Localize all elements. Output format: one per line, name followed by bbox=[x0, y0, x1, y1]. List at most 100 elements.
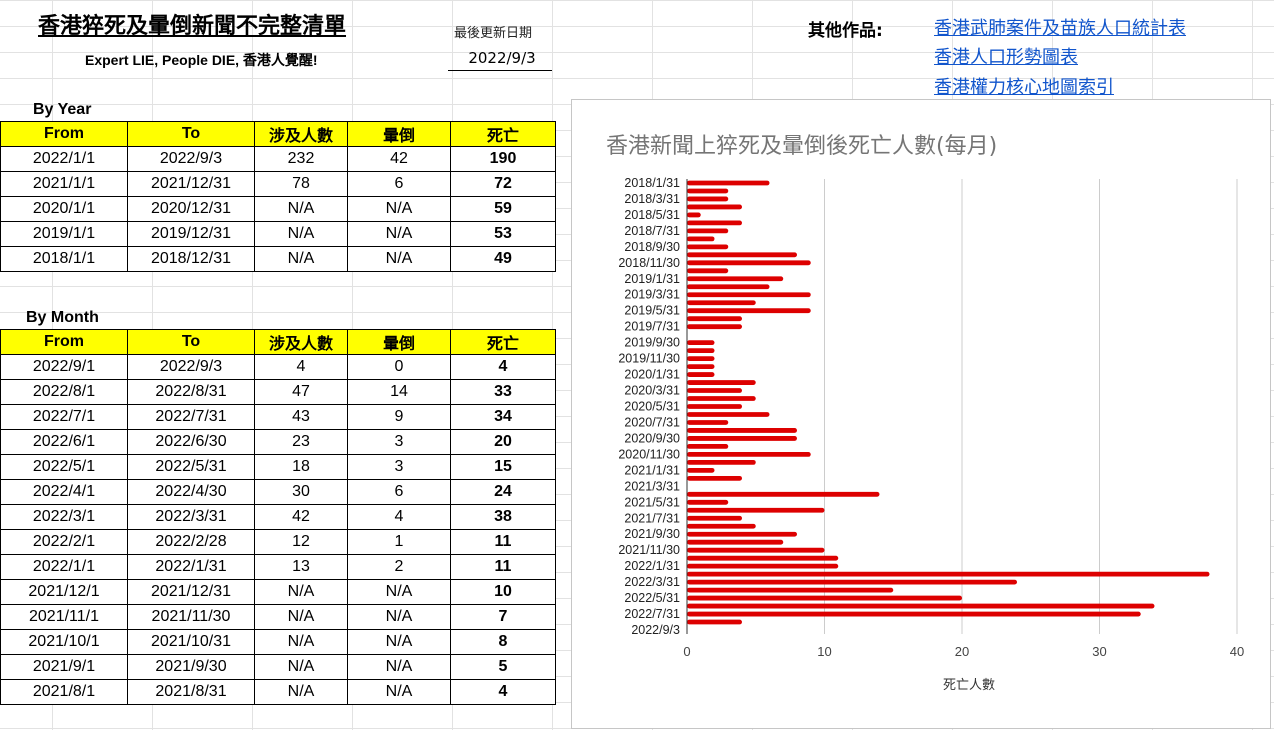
cell-deaths[interactable]: 4 bbox=[450, 679, 556, 705]
cell-from[interactable]: 2022/6/1 bbox=[0, 429, 128, 455]
cell-from[interactable]: 2022/9/1 bbox=[0, 354, 128, 380]
cell-from[interactable]: 2021/10/1 bbox=[0, 629, 128, 655]
cell-from[interactable]: 2022/3/1 bbox=[0, 504, 128, 530]
cell-to[interactable]: 2021/8/31 bbox=[127, 679, 255, 705]
cell-fainted[interactable]: 14 bbox=[347, 379, 451, 405]
cell-from[interactable]: 2022/1/1 bbox=[0, 554, 128, 580]
cell-from[interactable]: 2021/8/1 bbox=[0, 679, 128, 705]
cell-to[interactable]: 2022/3/31 bbox=[127, 504, 255, 530]
x-tick-label: 40 bbox=[1230, 644, 1244, 659]
cell-fainted[interactable]: 9 bbox=[347, 404, 451, 430]
cell-to[interactable]: 2021/12/31 bbox=[127, 579, 255, 605]
cell-to[interactable]: 2022/8/31 bbox=[127, 379, 255, 405]
cell-to[interactable]: 2021/12/31 bbox=[127, 171, 255, 197]
cell-fainted[interactable]: 2 bbox=[347, 554, 451, 580]
link-power-map[interactable]: 香港權力核心地圖索引 bbox=[934, 77, 1114, 98]
cell-involved[interactable]: N/A bbox=[254, 196, 348, 222]
cell-from[interactable]: 2021/11/1 bbox=[0, 604, 128, 630]
cell-deaths[interactable]: 190 bbox=[450, 146, 556, 172]
cell-fainted[interactable]: N/A bbox=[347, 654, 451, 680]
cell-deaths[interactable]: 53 bbox=[450, 221, 556, 247]
cell-to[interactable]: 2022/6/30 bbox=[127, 429, 255, 455]
cell-to[interactable]: 2021/9/30 bbox=[127, 654, 255, 680]
cell-deaths[interactable]: 24 bbox=[450, 479, 556, 505]
cell-involved[interactable]: 30 bbox=[254, 479, 348, 505]
cell-from[interactable]: 2022/1/1 bbox=[0, 146, 128, 172]
cell-from[interactable]: 2022/4/1 bbox=[0, 479, 128, 505]
cell-fainted[interactable]: N/A bbox=[347, 196, 451, 222]
cell-involved[interactable]: N/A bbox=[254, 604, 348, 630]
cell-deaths[interactable]: 34 bbox=[450, 404, 556, 430]
cell-fainted[interactable]: N/A bbox=[347, 604, 451, 630]
cell-to[interactable]: 2018/12/31 bbox=[127, 246, 255, 272]
cell-fainted[interactable]: 0 bbox=[347, 354, 451, 380]
cell-involved[interactable]: N/A bbox=[254, 246, 348, 272]
cell-deaths[interactable]: 5 bbox=[450, 654, 556, 680]
cell-involved[interactable]: 23 bbox=[254, 429, 348, 455]
cell-deaths[interactable]: 59 bbox=[450, 196, 556, 222]
cell-involved[interactable]: N/A bbox=[254, 629, 348, 655]
cell-to[interactable]: 2020/12/31 bbox=[127, 196, 255, 222]
cell-to[interactable]: 2019/12/31 bbox=[127, 221, 255, 247]
cell-from[interactable]: 2021/1/1 bbox=[0, 171, 128, 197]
cell-fainted[interactable]: N/A bbox=[347, 221, 451, 247]
chart-container[interactable]: 香港新聞上猝死及暈倒後死亡人數(每月) 0 10 20 30 40 2018/1/31 20… bbox=[571, 99, 1271, 729]
cell-from[interactable]: 2018/1/1 bbox=[0, 246, 128, 272]
cell-deaths[interactable]: 49 bbox=[450, 246, 556, 272]
link-case-stats[interactable]: 香港武肺案件及苗族人口統計表 bbox=[934, 18, 1186, 39]
cell-from[interactable]: 2019/1/1 bbox=[0, 221, 128, 247]
cell-involved[interactable]: 47 bbox=[254, 379, 348, 405]
cell-to[interactable]: 2022/1/31 bbox=[127, 554, 255, 580]
cell-involved[interactable]: 43 bbox=[254, 404, 348, 430]
cell-involved[interactable]: 13 bbox=[254, 554, 348, 580]
cell-deaths[interactable]: 11 bbox=[450, 554, 556, 580]
cell-fainted[interactable]: 6 bbox=[347, 171, 451, 197]
cell-to[interactable]: 2022/2/28 bbox=[127, 529, 255, 555]
cell-from[interactable]: 2022/2/1 bbox=[0, 529, 128, 555]
cell-to[interactable]: 2022/9/3 bbox=[127, 146, 255, 172]
cell-fainted[interactable]: N/A bbox=[347, 629, 451, 655]
cell-deaths[interactable]: 15 bbox=[450, 454, 556, 480]
cell-involved[interactable]: 78 bbox=[254, 171, 348, 197]
cell-deaths[interactable]: 4 bbox=[450, 354, 556, 380]
cell-from[interactable]: 2022/5/1 bbox=[0, 454, 128, 480]
cell-deaths[interactable]: 7 bbox=[450, 604, 556, 630]
cell-deaths[interactable]: 20 bbox=[450, 429, 556, 455]
cell-deaths[interactable]: 11 bbox=[450, 529, 556, 555]
cell-from[interactable]: 2021/9/1 bbox=[0, 654, 128, 680]
cell-from[interactable]: 2020/1/1 bbox=[0, 196, 128, 222]
cell-fainted[interactable]: 1 bbox=[347, 529, 451, 555]
cell-involved[interactable]: 12 bbox=[254, 529, 348, 555]
cell-deaths[interactable]: 10 bbox=[450, 579, 556, 605]
cell-fainted[interactable]: N/A bbox=[347, 246, 451, 272]
cell-involved[interactable]: 4 bbox=[254, 354, 348, 380]
cell-from[interactable]: 2022/7/1 bbox=[0, 404, 128, 430]
cell-deaths[interactable]: 33 bbox=[450, 379, 556, 405]
cell-deaths[interactable]: 38 bbox=[450, 504, 556, 530]
cell-involved[interactable]: 232 bbox=[254, 146, 348, 172]
cell-fainted[interactable]: N/A bbox=[347, 679, 451, 705]
cell-deaths[interactable]: 8 bbox=[450, 629, 556, 655]
cell-from[interactable]: 2022/8/1 bbox=[0, 379, 128, 405]
cell-involved[interactable]: 42 bbox=[254, 504, 348, 530]
cell-to[interactable]: 2022/5/31 bbox=[127, 454, 255, 480]
cell-to[interactable]: 2022/4/30 bbox=[127, 479, 255, 505]
cell-fainted[interactable]: 4 bbox=[347, 504, 451, 530]
cell-deaths[interactable]: 72 bbox=[450, 171, 556, 197]
cell-involved[interactable]: N/A bbox=[254, 679, 348, 705]
cell-involved[interactable]: 18 bbox=[254, 454, 348, 480]
cell-involved[interactable]: N/A bbox=[254, 221, 348, 247]
link-population-charts[interactable]: 香港人口形勢圖表 bbox=[934, 47, 1078, 68]
cell-to[interactable]: 2022/9/3 bbox=[127, 354, 255, 380]
cell-involved[interactable]: N/A bbox=[254, 579, 348, 605]
cell-to[interactable]: 2021/11/30 bbox=[127, 604, 255, 630]
cell-fainted[interactable]: 3 bbox=[347, 429, 451, 455]
cell-fainted[interactable]: 6 bbox=[347, 479, 451, 505]
cell-fainted[interactable]: N/A bbox=[347, 579, 451, 605]
cell-fainted[interactable]: 42 bbox=[347, 146, 451, 172]
cell-to[interactable]: 2021/10/31 bbox=[127, 629, 255, 655]
cell-involved[interactable]: N/A bbox=[254, 654, 348, 680]
cell-from[interactable]: 2021/12/1 bbox=[0, 579, 128, 605]
cell-fainted[interactable]: 3 bbox=[347, 454, 451, 480]
cell-to[interactable]: 2022/7/31 bbox=[127, 404, 255, 430]
